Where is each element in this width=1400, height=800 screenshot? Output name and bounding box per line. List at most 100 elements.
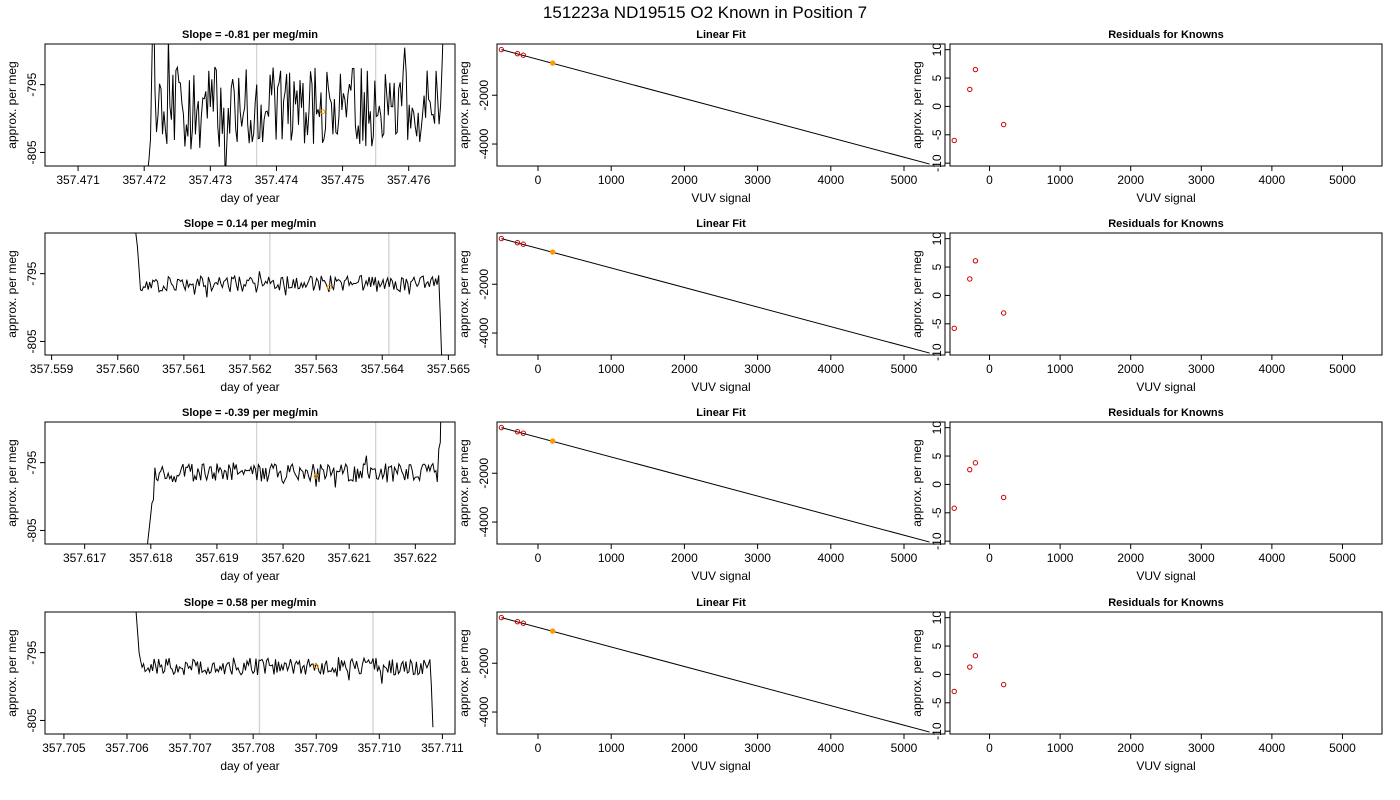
data-trace [135, 612, 434, 728]
plot-frame [496, 611, 946, 735]
x-tick-label: 1000 [1047, 551, 1074, 565]
x-tick-label: 357.617 [63, 551, 107, 565]
x-axis-label: VUV signal [691, 191, 750, 205]
x-tick-label: 357.561 [162, 362, 206, 376]
fit-line [501, 238, 930, 354]
plot-frame [949, 421, 1383, 545]
y-tick-label: -4000 [477, 696, 491, 727]
x-tick-label: 5000 [891, 741, 918, 755]
x-axis-label: VUV signal [691, 759, 750, 773]
x-tick-label: 4000 [817, 362, 844, 376]
y-tick-label: -2000 [477, 269, 491, 300]
plot-frame [949, 611, 1383, 735]
data-point [967, 276, 973, 282]
data-point [1000, 681, 1007, 688]
x-tick-label: 3000 [744, 173, 771, 187]
panel-title: Linear Fit [696, 597, 746, 609]
y-tick-label: -5 [930, 129, 944, 140]
y-tick-label: 0 [930, 671, 944, 678]
y-tick-label: 10 [930, 421, 944, 435]
plot-area [498, 46, 930, 165]
x-tick-label: 357.618 [129, 551, 173, 565]
x-tick-label: 357.559 [30, 362, 74, 376]
x-tick-label: 4000 [1259, 362, 1286, 376]
highlight-point [313, 663, 319, 669]
x-tick-label: 0 [535, 173, 542, 187]
panel-residuals-2: Residuals for Knowns VUV signal approx. pe… [910, 218, 1383, 394]
y-tick-label: -2000 [477, 80, 491, 111]
y-tick-label: -795 [25, 261, 39, 285]
x-tick-label: 2000 [671, 173, 698, 187]
plot-frame [44, 611, 456, 735]
x-tick-label: 357.565 [427, 362, 471, 376]
x-tick-label: 0 [535, 741, 542, 755]
x-tick-label: 3000 [744, 741, 771, 755]
plot-frame [496, 421, 946, 545]
x-tick-label: 357.472 [122, 173, 166, 187]
data-point [972, 258, 979, 264]
x-tick-label: 357.476 [387, 173, 431, 187]
panel-title: Residuals for Knowns [1108, 597, 1224, 609]
plot-frame [949, 232, 1383, 356]
x-tick-label: 357.708 [231, 741, 275, 755]
plot-area [498, 614, 930, 733]
plot-area [135, 612, 434, 734]
y-tick-label: -795 [25, 72, 39, 96]
x-tick-label: 5000 [1329, 362, 1356, 376]
y-tick-label: -4000 [477, 128, 491, 159]
panel-title: Residuals for Knowns [1108, 218, 1224, 230]
data-trace [147, 44, 444, 166]
data-trace [147, 422, 442, 544]
x-tick-label: 357.620 [261, 551, 305, 565]
panel-title: Residuals for Knowns [1108, 407, 1224, 419]
data-point [967, 86, 973, 93]
x-axis-label: day of year [220, 191, 279, 205]
y-tick-label: -10 [930, 532, 944, 550]
x-axis-label: VUV signal [1136, 759, 1195, 773]
plot-area [498, 424, 930, 543]
data-point [967, 664, 973, 670]
y-tick-label: 5 [930, 452, 944, 459]
plot-area [498, 235, 930, 354]
plot-frame [44, 421, 456, 545]
data-point [967, 466, 973, 473]
x-tick-label: 0 [986, 173, 993, 187]
y-tick-label: -2000 [477, 458, 491, 489]
panel-time-series-4: Slope = 0.58 per meg/min day of year appro… [5, 597, 464, 773]
y-tick-label: 0 [930, 103, 944, 110]
panel-title: Slope = 0.14 per meg/min [184, 218, 317, 230]
x-axis-label: day of year [220, 380, 279, 394]
plot-area [147, 422, 442, 544]
x-tick-label: 2000 [671, 551, 698, 565]
y-axis-label: approx. per meg [457, 629, 471, 716]
x-tick-label: 357.707 [168, 741, 212, 755]
x-tick-label: 357.473 [189, 173, 233, 187]
panel-time-series-2: Slope = 0.14 per meg/min day of year appro… [5, 218, 471, 394]
highlight-point [549, 438, 556, 444]
y-axis-label: approx. per meg [910, 250, 924, 337]
data-point [972, 460, 979, 466]
plot-frame [44, 43, 456, 167]
x-axis-label: VUV signal [1136, 191, 1195, 205]
panel-title: Slope = -0.81 per meg/min [182, 29, 318, 41]
panel-time-series-1: Slope = -0.81 per meg/min day of year appr… [5, 29, 456, 205]
x-tick-label: 1000 [598, 362, 625, 376]
x-tick-label: 1000 [598, 741, 625, 755]
x-tick-label: 0 [986, 741, 993, 755]
y-tick-label: -4000 [477, 506, 491, 537]
y-tick-label: -4000 [477, 317, 491, 348]
panel-title: Slope = -0.39 per meg/min [182, 407, 318, 419]
panels: Slope = -0.81 per meg/min day of year appr… [5, 29, 1383, 773]
x-tick-label: 0 [535, 551, 542, 565]
x-tick-label: 357.710 [358, 741, 402, 755]
y-tick-label: -795 [25, 450, 39, 474]
x-tick-label: 2000 [1117, 741, 1144, 755]
panel-linear-fit-2: Linear Fit VUV signal approx. per meg 0 1000… [457, 218, 946, 394]
data-point [520, 52, 527, 58]
x-axis-label: VUV signal [1136, 569, 1195, 583]
y-tick-label: 10 [930, 611, 944, 625]
plot-frame [496, 43, 946, 167]
x-tick-label: 357.621 [327, 551, 371, 565]
plot-area [135, 233, 443, 355]
y-tick-label: -805 [25, 518, 39, 542]
